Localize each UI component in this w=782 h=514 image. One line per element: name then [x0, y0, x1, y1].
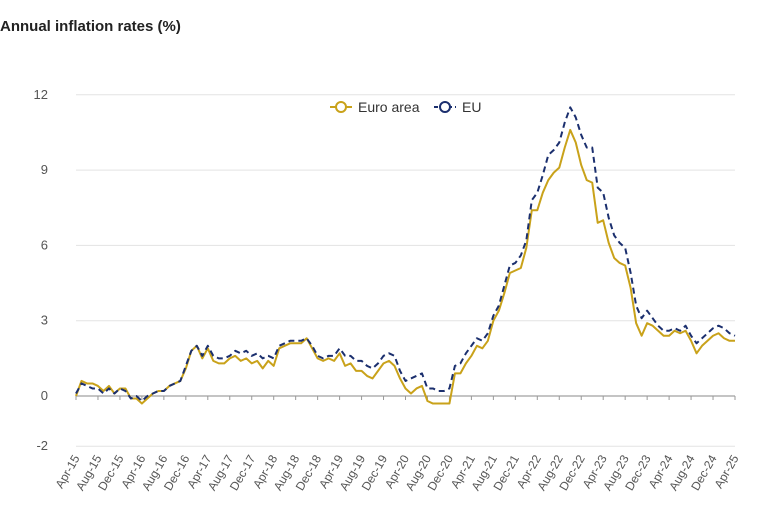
x-axis: Apr-15Aug-15Dec-15Apr-16Aug-16Dec-16Apr-… — [52, 395, 742, 493]
chart-title: Annual inflation rates (%) — [0, 18, 181, 35]
gridlines — [76, 94, 735, 447]
y-tick-label: 9 — [41, 162, 48, 177]
legend-marker — [335, 101, 347, 113]
legend-label: Euro area — [358, 99, 420, 115]
y-tick-label: 0 — [41, 388, 48, 403]
y-axis-ticks: 12 9 6 3 0 -2 — [34, 87, 48, 453]
y-tick-label: 6 — [41, 237, 48, 252]
legend-marker — [439, 101, 451, 113]
series-line-eu — [75, 106, 736, 403]
series-lines — [75, 106, 736, 405]
legend-label: EU — [462, 99, 481, 115]
y-tick-label: 3 — [41, 313, 48, 328]
y-tick-label: 12 — [34, 87, 48, 102]
series-line-euro-area — [75, 128, 735, 405]
y-tick-label: -2 — [36, 438, 48, 453]
legend: Euro area EU — [330, 99, 481, 115]
